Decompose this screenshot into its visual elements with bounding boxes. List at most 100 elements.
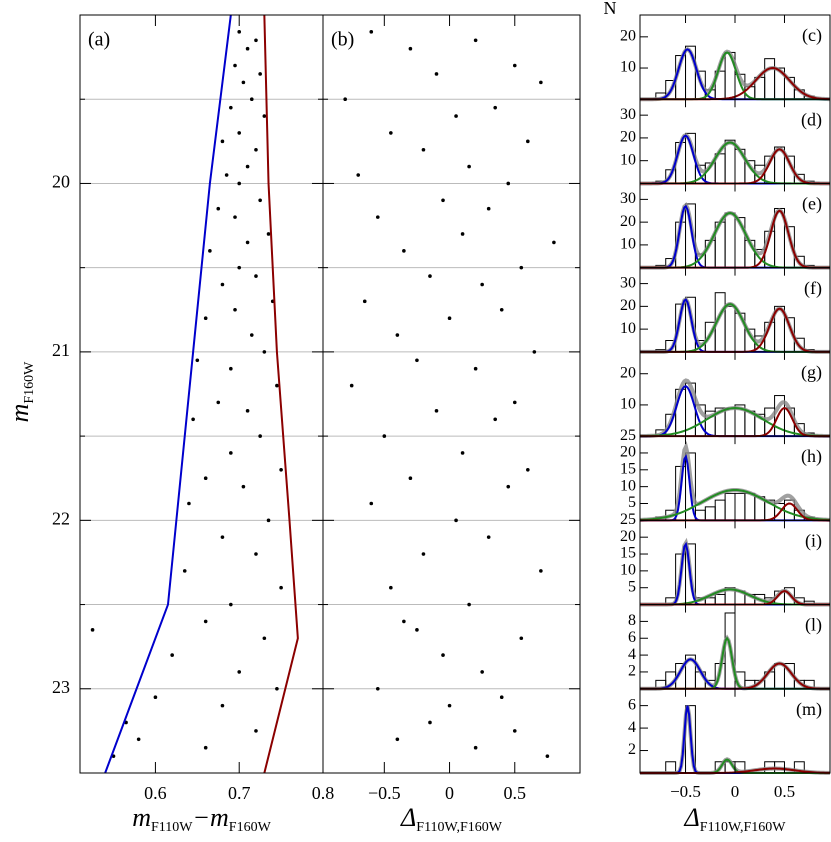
star <box>499 307 504 312</box>
histogram-bar <box>734 492 746 521</box>
star <box>552 240 556 245</box>
histogram-bar <box>724 492 736 521</box>
star <box>526 139 530 144</box>
histogram-bar <box>714 593 726 606</box>
star <box>254 147 258 152</box>
star <box>229 366 233 371</box>
x-axis-label-part: F110W,F160W <box>700 820 786 835</box>
y-tick-label: 20 <box>620 213 636 230</box>
y-tick-label: 4 <box>628 646 636 663</box>
star <box>254 274 258 278</box>
star <box>506 484 511 489</box>
panel-label: (h) <box>801 446 822 467</box>
x-tick-label: −0.5 <box>368 783 401 803</box>
star <box>229 602 233 607</box>
x-axis-label-part: F110W <box>151 820 193 835</box>
star <box>447 703 452 708</box>
x-tick-label: 0.7 <box>228 783 251 803</box>
y-tick-label: 20 <box>620 528 636 545</box>
star <box>266 232 271 236</box>
y-tick-label: 15 <box>620 460 636 477</box>
star <box>237 30 242 34</box>
star <box>519 265 524 270</box>
histogram-bar <box>764 58 776 100</box>
star <box>480 670 484 674</box>
y-tick-label: 20 <box>52 172 70 192</box>
y-tick-label: 10 <box>620 151 636 168</box>
star <box>473 38 478 43</box>
y-tick-label: 6 <box>628 696 636 713</box>
star <box>258 198 262 203</box>
histogram-bar <box>714 499 726 521</box>
star <box>233 307 237 312</box>
star <box>275 686 279 691</box>
star <box>486 535 491 539</box>
star <box>499 695 504 699</box>
histogram-bar <box>774 663 785 690</box>
y-axis-label-part: F160W <box>22 361 37 404</box>
star <box>258 72 262 76</box>
frame <box>639 688 831 774</box>
panel-label: (i) <box>805 530 822 551</box>
histogram-bar <box>724 212 736 269</box>
star <box>203 745 208 750</box>
x-axis-label: ΔF110W,F160W <box>684 803 787 835</box>
gaussian-fit <box>639 489 831 521</box>
y-tick-label: 20 <box>620 297 636 314</box>
star <box>220 282 225 287</box>
x-axis-label: mF110W−mF160W <box>132 803 271 835</box>
star <box>216 206 221 211</box>
star <box>415 358 419 363</box>
star <box>170 653 174 657</box>
star <box>237 670 242 674</box>
star <box>208 249 212 253</box>
star <box>545 754 550 758</box>
star <box>486 206 491 211</box>
star <box>220 139 225 144</box>
star <box>254 38 258 43</box>
star <box>237 131 242 135</box>
histogram-bar <box>704 506 716 521</box>
star <box>421 147 426 152</box>
star <box>245 46 250 51</box>
star <box>229 105 233 110</box>
star <box>275 383 279 388</box>
panel-label: (c) <box>802 25 822 46</box>
x-axis-label-part: Δ <box>684 803 700 832</box>
frame <box>322 14 581 774</box>
star <box>460 451 465 455</box>
star <box>233 63 237 68</box>
star <box>203 316 208 321</box>
star <box>473 745 478 750</box>
star <box>258 434 262 438</box>
y-tick-label: 23 <box>52 677 70 697</box>
star <box>402 249 406 253</box>
x-tick-label: 0 <box>731 782 740 801</box>
star <box>375 686 380 691</box>
y-tick-label: 20 <box>620 28 636 45</box>
star <box>187 501 191 506</box>
panel-label: (g) <box>801 362 822 383</box>
star <box>254 552 258 556</box>
y-axis-label: N <box>604 0 617 18</box>
star <box>279 468 283 472</box>
star <box>389 131 393 135</box>
star <box>262 636 267 641</box>
panel-label: (e) <box>802 194 822 215</box>
panel-label: (d) <box>801 109 822 130</box>
star <box>245 409 250 413</box>
star <box>395 737 400 742</box>
star <box>220 535 225 539</box>
star <box>245 164 250 169</box>
histogram-bar <box>744 492 756 521</box>
y-tick-label: 25 <box>620 427 636 444</box>
star <box>233 215 237 219</box>
x-tick-label: 0.6 <box>144 783 167 803</box>
star <box>182 569 187 573</box>
star <box>375 215 380 219</box>
x-axis-label: ΔF110W,F160W <box>400 803 503 835</box>
panel-label: (l) <box>805 615 822 636</box>
x-axis-label-part: m <box>132 803 151 832</box>
star <box>389 585 393 590</box>
